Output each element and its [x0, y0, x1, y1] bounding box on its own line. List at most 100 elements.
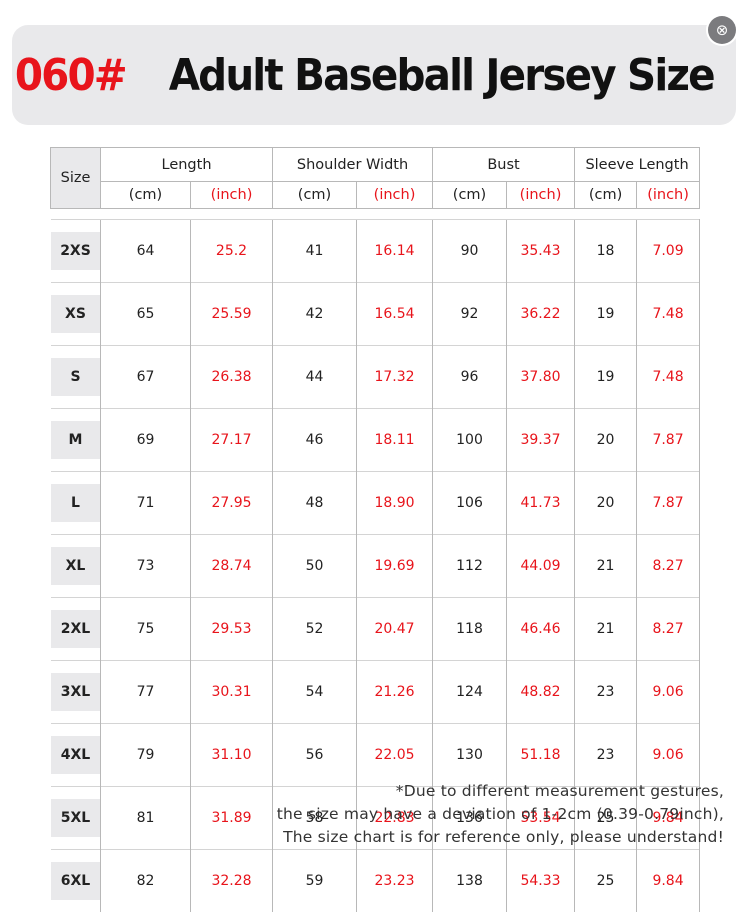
shoulder-in-cell: 21.26 — [357, 661, 433, 724]
bust-in-cell: 36.22 — [507, 283, 575, 346]
sleeve-cm-cell: 23 — [575, 724, 637, 787]
close-button[interactable]: ⊗ — [708, 16, 736, 44]
sleeve-cm-cell: 21 — [575, 598, 637, 661]
sleeve-cm-cell: 20 — [575, 409, 637, 472]
length-cm-cell: 64 — [101, 220, 191, 283]
sleeve-in-cell: 7.87 — [637, 472, 700, 535]
sleeve-cm-cell: 23 — [575, 661, 637, 724]
bust-in-cell: 54.33 — [507, 850, 575, 912]
bust-in-cell: 46.46 — [507, 598, 575, 661]
shoulder-in-cell: 23.23 — [357, 850, 433, 912]
length-cm-cell: 73 — [101, 535, 191, 598]
size-cell: 5XL — [51, 787, 101, 850]
shoulder-in-cell: 16.14 — [357, 220, 433, 283]
size-label: 6XL — [51, 862, 101, 900]
bust-cm-cell: 100 — [433, 409, 507, 472]
sleeve-cm-cell: 25 — [575, 850, 637, 912]
close-icon: ⊗ — [716, 23, 729, 38]
shoulder-cm-cell: 42 — [273, 283, 357, 346]
length-in-cell: 31.89 — [191, 787, 273, 850]
bust-cm-cell: 118 — [433, 598, 507, 661]
unit-cm-header: (cm) — [273, 182, 357, 209]
length-cm-cell: 71 — [101, 472, 191, 535]
group-header-bust: Bust — [433, 148, 575, 182]
size-cell: XS — [51, 283, 101, 346]
size-label: 4XL — [51, 736, 101, 774]
length-in-cell: 26.38 — [191, 346, 273, 409]
sleeve-in-cell: 9.06 — [637, 724, 700, 787]
unit-inch-header: (inch) — [191, 182, 273, 209]
unit-cm-header: (cm) — [101, 182, 191, 209]
bust-cm-cell: 106 — [433, 472, 507, 535]
bust-in-cell: 48.82 — [507, 661, 575, 724]
size-label: 2XS — [51, 232, 101, 270]
sleeve-in-cell: 7.48 — [637, 346, 700, 409]
bust-in-cell: 35.43 — [507, 220, 575, 283]
unit-inch-header: (inch) — [357, 182, 433, 209]
size-label: 2XL — [51, 610, 101, 648]
title-model-code: 060# — [15, 50, 126, 101]
sleeve-cm-cell: 18 — [575, 220, 637, 283]
shoulder-cm-cell: 52 — [273, 598, 357, 661]
length-in-cell: 27.17 — [191, 409, 273, 472]
size-label: XL — [51, 547, 101, 585]
bust-cm-cell: 90 — [433, 220, 507, 283]
sleeve-in-cell: 8.27 — [637, 598, 700, 661]
sleeve-in-cell: 8.27 — [637, 535, 700, 598]
size-cell: S — [51, 346, 101, 409]
sleeve-cm-cell: 19 — [575, 283, 637, 346]
size-cell: 3XL — [51, 661, 101, 724]
size-label: L — [51, 484, 101, 522]
shoulder-in-cell: 16.54 — [357, 283, 433, 346]
length-cm-cell: 81 — [101, 787, 191, 850]
footnote-line: the size may have a deviation of 1-2cm (… — [277, 803, 724, 826]
footnote-line: *Due to different measurement gestures, — [277, 780, 724, 803]
size-cell: L — [51, 472, 101, 535]
header-spacer — [51, 209, 700, 220]
bust-cm-cell: 92 — [433, 283, 507, 346]
bust-cm-cell: 124 — [433, 661, 507, 724]
bust-in-cell: 44.09 — [507, 535, 575, 598]
length-cm-cell: 77 — [101, 661, 191, 724]
unit-cm-header: (cm) — [575, 182, 637, 209]
bust-cm-cell: 130 — [433, 724, 507, 787]
length-cm-cell: 67 — [101, 346, 191, 409]
group-header-length: Length — [101, 148, 273, 182]
title-banner: 060#Adult Baseball Jersey Size — [12, 25, 736, 125]
shoulder-cm-cell: 48 — [273, 472, 357, 535]
size-label: 3XL — [51, 673, 101, 711]
size-cell: 4XL — [51, 724, 101, 787]
length-in-cell: 25.2 — [191, 220, 273, 283]
shoulder-in-cell: 18.11 — [357, 409, 433, 472]
size-cell: XL — [51, 535, 101, 598]
length-cm-cell: 82 — [101, 850, 191, 912]
unit-inch-header: (inch) — [637, 182, 700, 209]
footnote: *Due to different measurement gestures, … — [277, 780, 724, 849]
shoulder-in-cell: 22.05 — [357, 724, 433, 787]
size-label: XS — [51, 295, 101, 333]
bust-in-cell: 37.80 — [507, 346, 575, 409]
length-in-cell: 30.31 — [191, 661, 273, 724]
size-cell: 2XL — [51, 598, 101, 661]
length-in-cell: 32.28 — [191, 850, 273, 912]
length-cm-cell: 75 — [101, 598, 191, 661]
size-label: M — [51, 421, 101, 459]
sleeve-in-cell: 7.87 — [637, 409, 700, 472]
sleeve-cm-cell: 20 — [575, 472, 637, 535]
shoulder-cm-cell: 56 — [273, 724, 357, 787]
shoulder-in-cell: 19.69 — [357, 535, 433, 598]
length-in-cell: 25.59 — [191, 283, 273, 346]
length-cm-cell: 79 — [101, 724, 191, 787]
size-column-header: Size — [51, 148, 101, 209]
size-label: S — [51, 358, 101, 396]
sleeve-cm-cell: 21 — [575, 535, 637, 598]
bust-cm-cell: 96 — [433, 346, 507, 409]
size-cell: 6XL — [51, 850, 101, 912]
